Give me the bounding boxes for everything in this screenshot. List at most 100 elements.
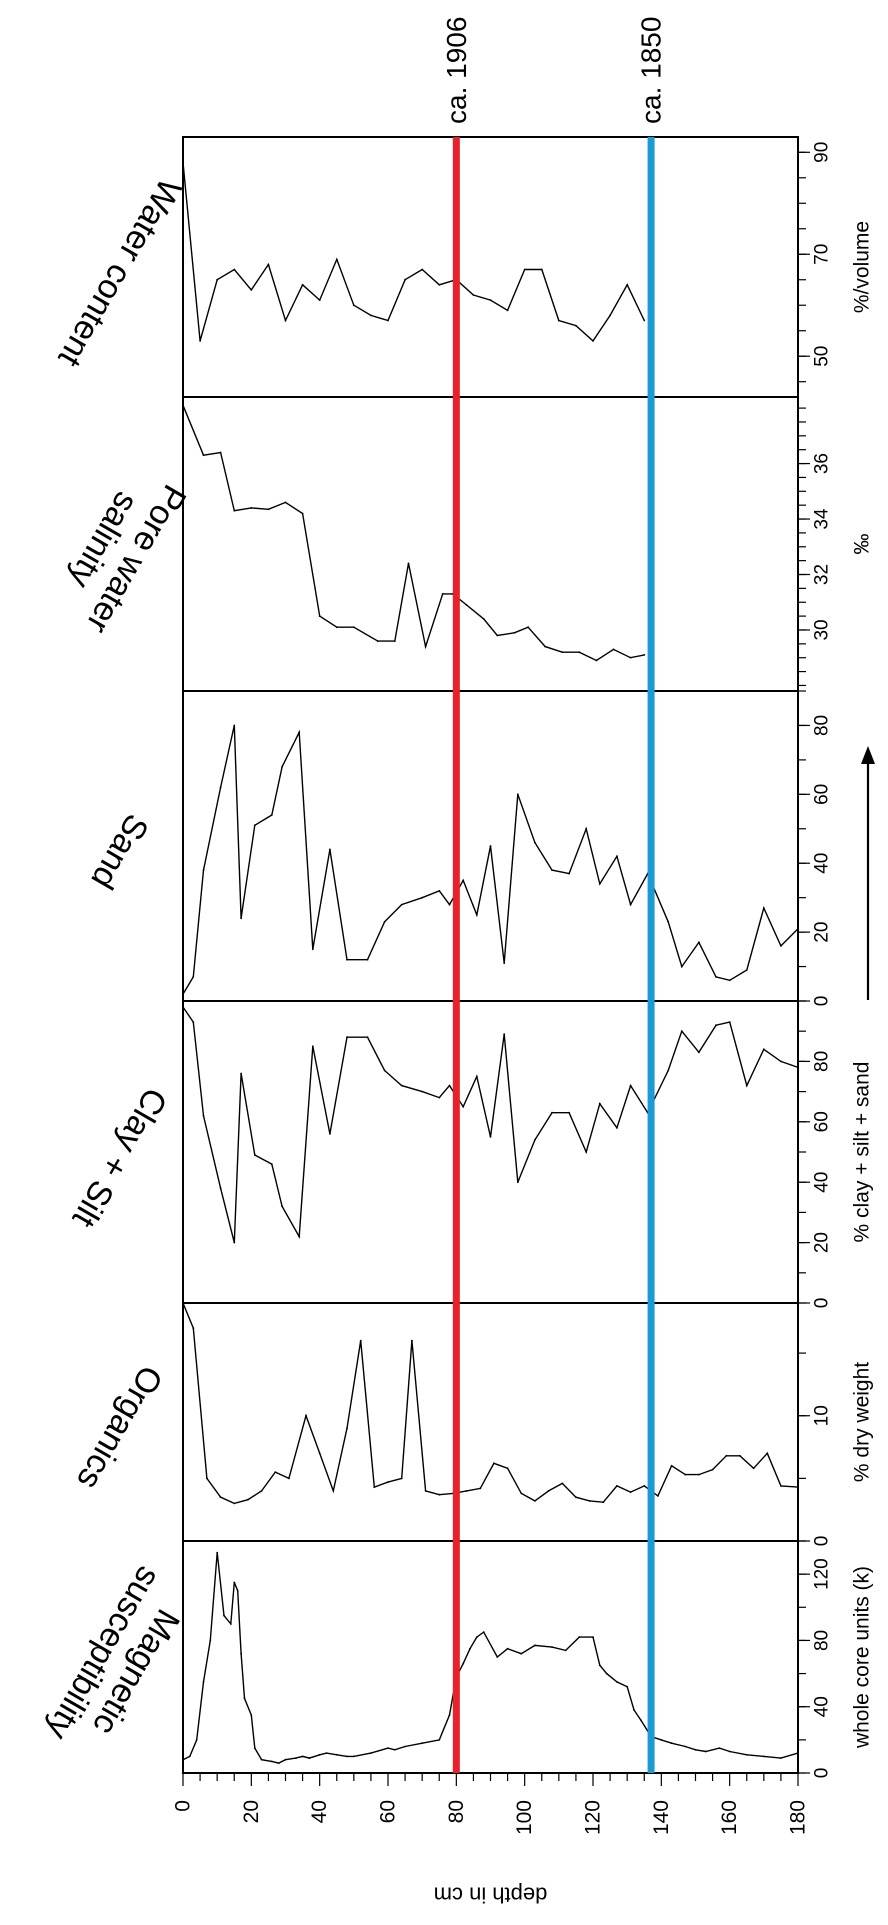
data-point <box>482 1631 485 1633</box>
panel-title-line: Clay + Silt <box>64 1081 174 1234</box>
data-point <box>547 1490 550 1492</box>
data-point <box>496 1656 499 1658</box>
data-point <box>629 656 632 659</box>
data-point <box>199 340 202 342</box>
data-point <box>762 907 765 909</box>
panel-frame <box>182 1000 799 1304</box>
unit-label: whole core units (k) <box>851 1566 874 1749</box>
data-point <box>253 824 256 827</box>
data-point <box>301 283 304 286</box>
data-point <box>762 1048 765 1051</box>
data-point <box>534 1500 536 1502</box>
data-point <box>335 258 338 261</box>
data-point <box>260 1758 263 1761</box>
data-point <box>301 512 304 515</box>
data-point <box>561 1482 564 1485</box>
tick-label: 80 <box>812 715 833 736</box>
unit-label: %/volume <box>851 221 874 313</box>
depth-tick-label: 160 <box>718 1800 741 1835</box>
data-point <box>465 1490 468 1492</box>
data-point <box>725 1454 728 1457</box>
panel-frame <box>182 1302 799 1542</box>
depth-tick-label: 120 <box>582 1800 605 1835</box>
data-point <box>629 1084 632 1087</box>
data-point <box>797 1486 799 1488</box>
tick-label: 34 <box>812 508 833 530</box>
data-point <box>387 1481 389 1483</box>
data-point <box>575 1496 577 1499</box>
unit-label: ‰ <box>851 534 874 555</box>
data-point <box>728 1021 731 1023</box>
data-point <box>438 1096 441 1099</box>
data-point <box>704 1750 707 1753</box>
tick-label: 0 <box>812 1768 833 1779</box>
data-point <box>544 645 547 648</box>
data-point <box>400 1477 403 1480</box>
data-point <box>639 1719 642 1721</box>
panel-title-line: Organics <box>69 1359 170 1496</box>
panel-0: 50 70 90 %/volume Water content <box>50 136 874 398</box>
data-point <box>694 1748 697 1751</box>
data-point <box>465 604 468 606</box>
data-point <box>233 509 236 512</box>
data-point <box>346 1755 348 1758</box>
data-point <box>585 827 588 830</box>
data-point <box>598 1664 601 1667</box>
panel-title: Organics <box>69 1359 170 1496</box>
tick-label: 30 <box>812 619 833 640</box>
data-point <box>202 454 205 457</box>
data-point <box>561 651 564 654</box>
arrow-head <box>861 746 875 764</box>
data-point <box>797 1066 799 1069</box>
data-point <box>274 1471 277 1473</box>
data-point <box>780 1485 782 1487</box>
data-point <box>557 319 560 322</box>
data-point <box>366 1036 369 1039</box>
data-point <box>469 1647 471 1650</box>
data-point <box>588 1500 591 1502</box>
data-point <box>421 268 424 271</box>
data-point <box>192 976 195 978</box>
data-point <box>739 1454 741 1457</box>
data-point <box>551 1111 553 1114</box>
data-point <box>250 289 253 291</box>
data-point <box>298 1235 301 1238</box>
data-point <box>752 1467 755 1470</box>
panel-title: Magneticsusceptibility <box>38 1560 200 1765</box>
data-point <box>260 1490 263 1492</box>
data-point <box>493 1462 495 1465</box>
data-point <box>534 841 536 844</box>
data-point <box>564 1649 567 1652</box>
data-point <box>400 1084 403 1087</box>
data-point <box>267 263 270 266</box>
data-point <box>236 1589 239 1592</box>
data-point <box>462 1105 465 1108</box>
data-point <box>370 314 372 317</box>
data-point <box>657 1495 659 1497</box>
data-point <box>250 1714 253 1716</box>
data-point <box>667 1069 670 1072</box>
depth-tick-label: 60 <box>377 1800 400 1823</box>
data-point <box>277 1762 280 1764</box>
data-point <box>629 1491 632 1493</box>
series-line <box>182 405 645 662</box>
series-line <box>182 725 799 995</box>
panel-title: Water content <box>50 172 188 374</box>
data-point <box>216 1551 219 1554</box>
data-point <box>346 958 348 961</box>
data-point <box>616 855 618 858</box>
data-point <box>318 1452 321 1455</box>
data-point <box>448 1714 451 1716</box>
data-point <box>438 1493 441 1496</box>
data-point <box>745 1753 748 1756</box>
data-point <box>728 1750 731 1753</box>
panel-3: 0 20 40 60 80 % clay + silt + sand Clay + Silt <box>64 1000 874 1308</box>
data-point <box>407 562 410 565</box>
panel-frame <box>182 396 799 692</box>
data-point <box>612 648 615 651</box>
data-point <box>219 1187 222 1190</box>
data-point <box>421 1742 424 1745</box>
data-point <box>209 1639 212 1642</box>
panel-title-line: Sand <box>83 808 156 896</box>
data-point <box>182 993 184 995</box>
